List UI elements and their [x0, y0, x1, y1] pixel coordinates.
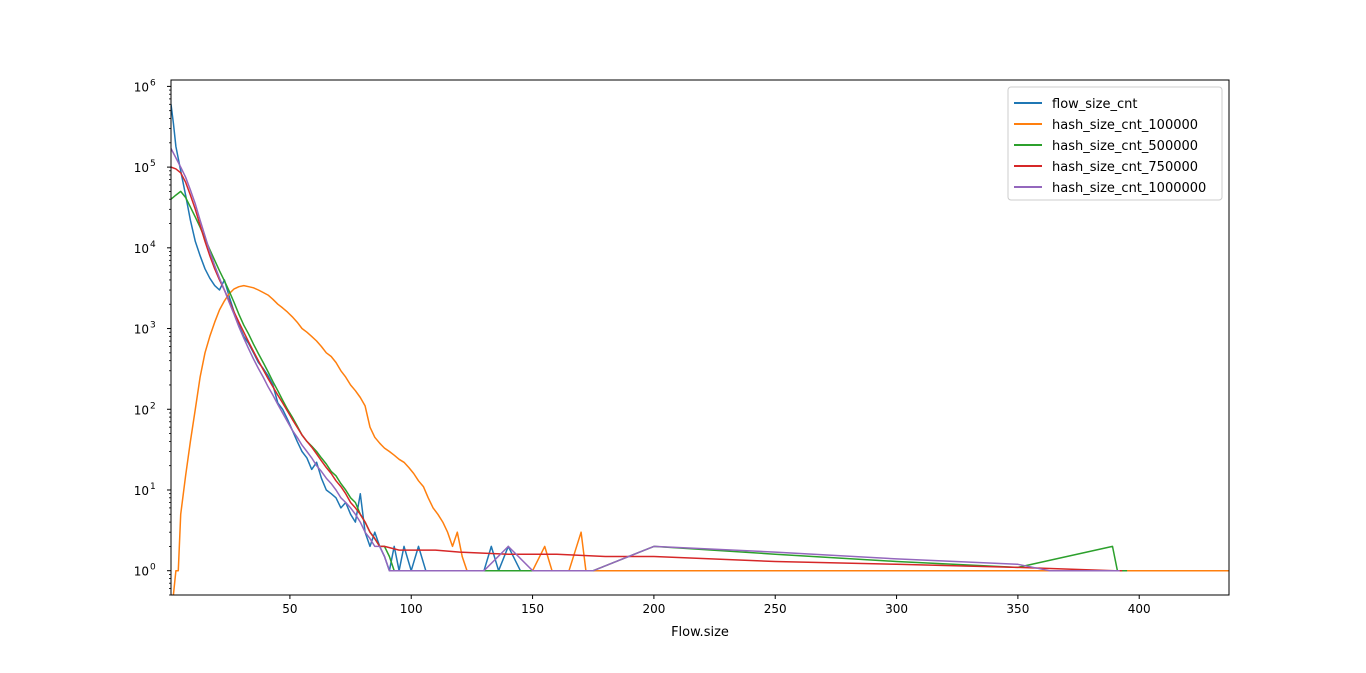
x-tick-label: 300	[885, 602, 908, 616]
legend: flow_size_cnt hash_size_cnt_100000 hash_si…	[1007, 86, 1223, 201]
legend-entry-label: hash_size_cnt_500000	[1052, 139, 1198, 154]
y-tick-exponent: 5	[150, 159, 156, 169]
x-axis: 50 100 150 200 250 300 350 400	[282, 595, 1151, 616]
y-tick-label: 10	[134, 484, 149, 498]
x-tick-label: 100	[400, 602, 423, 616]
x-tick-label: 50	[282, 602, 297, 616]
x-tick-label: 400	[1128, 602, 1151, 616]
y-tick-label: 10	[134, 565, 149, 579]
legend-entry-label: hash_size_cnt_1000000	[1052, 181, 1206, 196]
plot-frame	[170, 79, 1230, 596]
y-tick-exponent: 2	[150, 401, 156, 411]
series-line-hash_size_cnt_750000	[171, 166, 1123, 572]
x-tick-label: 350	[1006, 602, 1029, 616]
y-tick-label: 10	[134, 161, 149, 175]
x-tick-label: 200	[642, 602, 665, 616]
legend-entry-label: flow_size_cnt	[1052, 97, 1137, 112]
y-tick-exponent: 3	[150, 321, 156, 331]
x-axis-title: Flow.size	[671, 625, 729, 640]
y-tick-exponent: 0	[150, 563, 156, 573]
y-tick-label: 10	[134, 80, 149, 94]
y-tick-label: 10	[134, 242, 149, 256]
legend-box	[1007, 86, 1223, 201]
legend-entry-label: hash_size_cnt_100000	[1052, 118, 1198, 133]
y-tick-label: 10	[134, 323, 149, 337]
x-tick-label: 250	[764, 602, 787, 616]
y-tick-exponent: 6	[150, 78, 156, 88]
y-tick-exponent: 4	[150, 240, 156, 250]
x-tick-label: 150	[521, 602, 544, 616]
series-layer	[171, 104, 1229, 595]
legend-entry-label: hash_size_cnt_750000	[1052, 160, 1198, 175]
y-tick-exponent: 1	[150, 482, 156, 492]
y-tick-label: 10	[134, 403, 149, 417]
series-line-hash_size_cnt_1000000	[171, 148, 1120, 572]
series-line-flow_size_cnt	[171, 104, 533, 572]
